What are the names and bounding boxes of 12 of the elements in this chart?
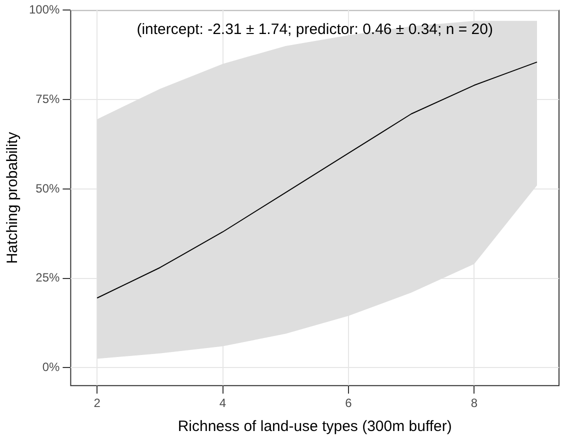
- y-axis-title: Hatching probability: [4, 132, 22, 264]
- y-tick-label: 25%: [36, 270, 60, 285]
- x-axis-title: Richness of land-use types (300m buffer): [178, 418, 452, 436]
- y-tick-label: 50%: [36, 181, 60, 196]
- annotation: (intercept: -2.31 ± 1.74; predictor: 0.46 ± 0.34; n = 20): [136, 20, 493, 38]
- y-tick-label: 75%: [36, 92, 60, 106]
- x-tick-label: 6: [345, 396, 352, 410]
- y-tick-label: 100%: [28, 2, 60, 17]
- x-tick-label: 4: [219, 396, 226, 410]
- x-tick-label: 2: [94, 396, 101, 410]
- x-tick-label: 8: [470, 396, 478, 410]
- y-tick-label: 0%: [42, 360, 60, 374]
